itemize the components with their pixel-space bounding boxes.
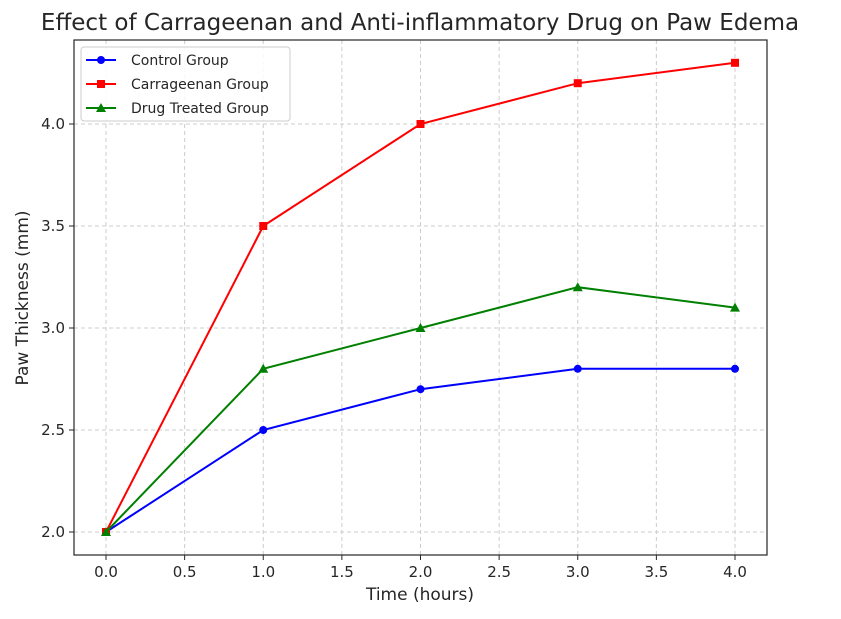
legend-marker [97, 56, 105, 64]
legend-marker [97, 80, 105, 88]
data-point [416, 385, 425, 394]
x-tick-label: 3.5 [644, 563, 668, 581]
legend-label: Carrageenan Group [131, 77, 269, 93]
chart-title: Effect of Carrageenan and Anti-inflammat… [41, 10, 799, 36]
ticks: 0.0 0.5 1.0 1.5 2.0 2.5 3.0 3.5 4.0 2.0 2.5 3.0 3.5 4… [41, 115, 747, 581]
x-tick-label: 1.5 [330, 563, 354, 581]
data-point [573, 79, 582, 88]
legend-label: Control Group [131, 53, 229, 69]
data-point [259, 426, 268, 434]
series-drug-treated-group [101, 282, 740, 536]
y-tick-label: 3.0 [41, 319, 65, 337]
x-tick-label: 3.0 [566, 563, 590, 581]
y-axis-label: Paw Thickness (mm) [13, 210, 33, 385]
x-tick-label: 1.0 [251, 563, 275, 581]
x-tick-label: 2.0 [409, 563, 433, 581]
legend-label: Drug Treated Group [131, 101, 269, 117]
x-axis-label: Time (hours) [365, 585, 474, 605]
data-point [730, 302, 740, 312]
y-tick-label: 4.0 [41, 115, 65, 133]
data-point [259, 222, 268, 230]
x-tick-label: 0.0 [94, 563, 118, 581]
x-tick-label: 0.5 [173, 563, 197, 581]
y-tick-label: 3.5 [41, 217, 65, 235]
legend: Control Group Carrageenan Group Drug Treat… [80, 46, 291, 122]
data-point [258, 363, 269, 373]
legend-box [80, 46, 291, 122]
y-tick-label: 2.5 [41, 421, 65, 439]
legend-marker [96, 103, 106, 112]
data-point [416, 120, 425, 128]
data-point [731, 364, 739, 373]
x-tick-label: 4.0 [723, 563, 747, 581]
series-carrageenan-group [102, 58, 739, 536]
series-layer [101, 58, 740, 536]
data-point [101, 527, 111, 536]
x-tick-label: 2.5 [487, 563, 511, 581]
y-tick-label: 2.0 [41, 523, 65, 541]
data-point [415, 323, 426, 332]
data-point [573, 364, 582, 373]
data-point [731, 58, 739, 67]
data-point [572, 282, 583, 292]
